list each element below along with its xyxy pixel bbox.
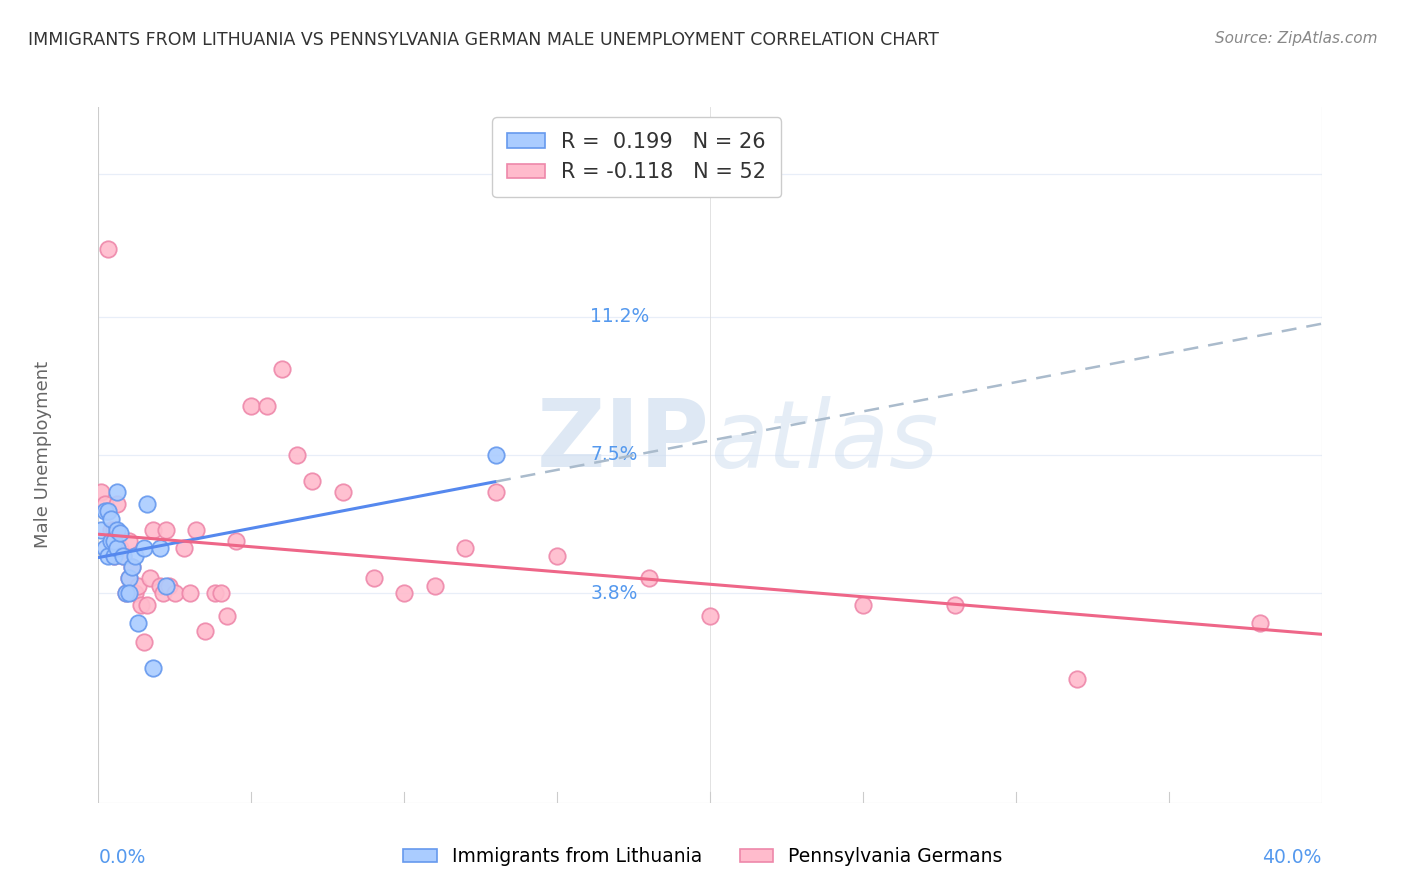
- Point: [105, 497, 128, 511]
- Point: [852, 598, 875, 612]
- Text: atlas: atlas: [710, 395, 938, 486]
- Point: [454, 541, 477, 556]
- Point: [152, 586, 174, 600]
- Point: [97, 549, 120, 563]
- Point: [118, 533, 141, 548]
- Legend: Immigrants from Lithuania, Pennsylvania Germans: Immigrants from Lithuania, Pennsylvania …: [395, 839, 1011, 873]
- Point: [134, 635, 156, 649]
- Point: [637, 571, 661, 585]
- Point: [124, 586, 146, 600]
- Point: [173, 541, 195, 556]
- Point: [423, 579, 446, 593]
- Point: [127, 616, 149, 631]
- Point: [157, 579, 180, 593]
- Point: [142, 523, 165, 537]
- Point: [204, 586, 226, 600]
- Point: [270, 362, 292, 376]
- Point: [134, 541, 156, 556]
- Text: 40.0%: 40.0%: [1263, 847, 1322, 867]
- Point: [105, 485, 128, 500]
- Point: [363, 571, 385, 585]
- Text: 0.0%: 0.0%: [98, 847, 146, 867]
- Text: 7.5%: 7.5%: [591, 445, 637, 465]
- Point: [155, 523, 177, 537]
- Point: [100, 533, 122, 548]
- Point: [100, 523, 122, 537]
- Point: [149, 541, 172, 556]
- Point: [105, 523, 128, 537]
- Point: [163, 586, 186, 600]
- Point: [121, 560, 143, 574]
- Point: [111, 549, 134, 563]
- Point: [111, 549, 134, 563]
- Point: [546, 549, 568, 563]
- Text: 11.2%: 11.2%: [591, 307, 650, 326]
- Point: [97, 504, 120, 518]
- Point: [256, 399, 278, 413]
- Legend: R =  0.199   N = 26, R = -0.118   N = 52: R = 0.199 N = 26, R = -0.118 N = 52: [492, 118, 780, 197]
- Point: [240, 399, 263, 413]
- Point: [129, 598, 152, 612]
- Point: [285, 448, 308, 462]
- Point: [105, 541, 128, 556]
- Point: [103, 523, 125, 537]
- Point: [121, 560, 143, 574]
- Point: [186, 523, 208, 537]
- Point: [108, 541, 131, 556]
- Point: [90, 523, 112, 537]
- Point: [118, 586, 141, 600]
- Point: [103, 549, 125, 563]
- Point: [97, 504, 120, 518]
- Point: [392, 586, 416, 600]
- Text: IMMIGRANTS FROM LITHUANIA VS PENNSYLVANIA GERMAN MALE UNEMPLOYMENT CORRELATION C: IMMIGRANTS FROM LITHUANIA VS PENNSYLVANI…: [28, 31, 939, 49]
- Text: Male Unemployment: Male Unemployment: [34, 361, 52, 549]
- Point: [115, 586, 138, 600]
- Point: [90, 485, 112, 500]
- Point: [149, 579, 172, 593]
- Point: [127, 579, 149, 593]
- Text: ZIP: ZIP: [537, 395, 710, 487]
- Point: [136, 497, 159, 511]
- Point: [155, 579, 177, 593]
- Point: [97, 242, 120, 256]
- Point: [215, 608, 238, 623]
- Point: [225, 533, 247, 548]
- Point: [699, 608, 721, 623]
- Point: [124, 549, 146, 563]
- Point: [136, 598, 159, 612]
- Text: 15.0%: 15.0%: [591, 165, 650, 184]
- Point: [1249, 616, 1271, 631]
- Point: [332, 485, 354, 500]
- Point: [194, 624, 217, 638]
- Point: [142, 661, 165, 675]
- Point: [100, 511, 122, 525]
- Point: [301, 474, 323, 488]
- Point: [209, 586, 232, 600]
- Point: [1066, 673, 1088, 687]
- Point: [108, 526, 131, 541]
- Point: [179, 586, 201, 600]
- Point: [118, 571, 141, 585]
- Point: [118, 571, 141, 585]
- Point: [103, 533, 125, 548]
- Text: 3.8%: 3.8%: [591, 584, 637, 603]
- Point: [103, 549, 125, 563]
- Point: [93, 497, 115, 511]
- Point: [485, 485, 508, 500]
- Point: [485, 448, 508, 462]
- Point: [943, 598, 966, 612]
- Point: [115, 586, 138, 600]
- Point: [93, 541, 115, 556]
- Point: [139, 571, 162, 585]
- Point: [93, 504, 115, 518]
- Text: Source: ZipAtlas.com: Source: ZipAtlas.com: [1215, 31, 1378, 46]
